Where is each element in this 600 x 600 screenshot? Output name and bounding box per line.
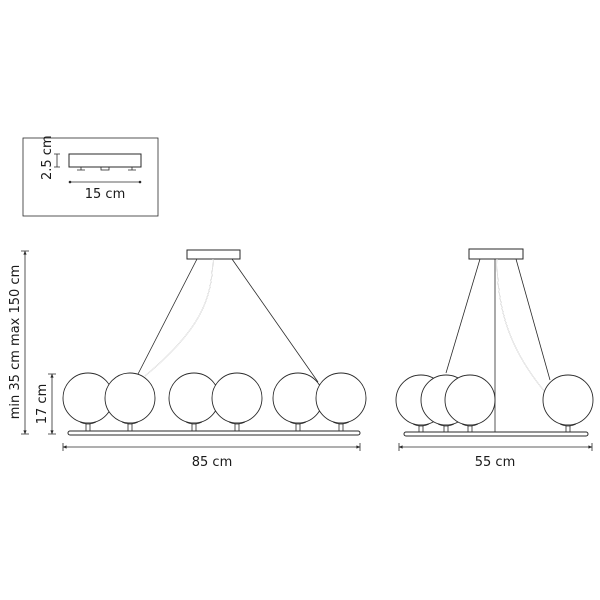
side-power-cord bbox=[496, 258, 546, 393]
inset-frame bbox=[22, 137, 159, 217]
inset-width-dot-left bbox=[68, 180, 72, 184]
inset-width-dot-right bbox=[138, 180, 142, 184]
side-suspension-cable-left bbox=[445, 258, 481, 374]
glass-globe-shade bbox=[315, 372, 367, 424]
side-power-cord-inner bbox=[496, 258, 546, 393]
front-width-label: 85 cm bbox=[192, 455, 233, 470]
front-view: 85 cm min 35 cm max 150 cm 17 cm bbox=[8, 249, 367, 470]
side-width-ticks bbox=[398, 443, 593, 451]
front-power-cord bbox=[144, 258, 214, 377]
overall-height-ticks bbox=[21, 250, 29, 435]
shade-holder bbox=[289, 421, 307, 431]
front-power-cord-inner bbox=[144, 258, 214, 377]
glass-globe-shade bbox=[168, 372, 220, 424]
front-base-bar bbox=[67, 430, 361, 436]
glass-globe-shade bbox=[211, 372, 263, 424]
side-suspension-cable-right bbox=[515, 258, 551, 381]
shade-holder bbox=[121, 421, 139, 431]
side-canopy bbox=[468, 248, 524, 260]
glass-globe-shade bbox=[272, 372, 324, 424]
side-width-label: 55 cm bbox=[475, 455, 516, 470]
shade-height-ticks bbox=[48, 373, 56, 435]
inset-canopy bbox=[68, 153, 142, 168]
overall-height-label: min 35 cm max 150 cm bbox=[8, 265, 23, 419]
inset-width-label: 15 cm bbox=[85, 187, 126, 202]
inset-height-label: 2.5 cm bbox=[40, 135, 55, 180]
glass-globe-shade bbox=[104, 372, 156, 424]
front-canopy bbox=[186, 249, 241, 260]
front-width-ticks bbox=[62, 443, 361, 451]
front-suspension-cable-right bbox=[231, 258, 319, 383]
side-base-bar bbox=[403, 431, 589, 437]
side-shades bbox=[395, 374, 594, 432]
shade-holder bbox=[185, 421, 203, 431]
inset-height-dimension-ticks bbox=[54, 153, 60, 168]
shade-holder bbox=[332, 421, 350, 431]
front-shades bbox=[62, 372, 367, 431]
glass-globe-shade bbox=[444, 374, 496, 426]
front-suspension-cable-left bbox=[137, 258, 198, 375]
shade-height-label: 17 cm bbox=[35, 384, 50, 425]
side-view: 55 cm bbox=[395, 248, 594, 470]
shade-holder bbox=[228, 421, 246, 431]
shade-holder bbox=[79, 421, 97, 431]
inset-canopy-screws bbox=[77, 167, 136, 171]
canopy-detail-inset: 2.5 cm 15 cm bbox=[22, 135, 159, 217]
inset-canopy-center-mount bbox=[100, 166, 110, 171]
glass-globe-shade bbox=[542, 374, 594, 426]
